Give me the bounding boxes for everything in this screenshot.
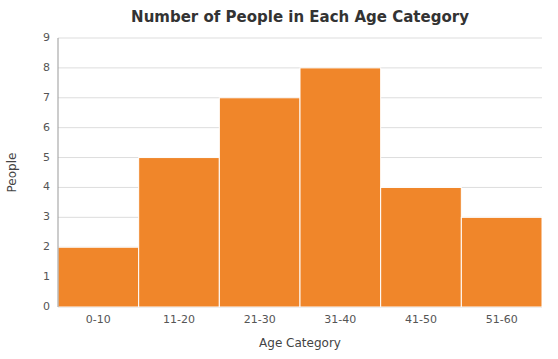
x-ticks: 0-10 11-20 21-30 31-40 41-50 51-60 (86, 313, 518, 326)
y-tick-label: 0 (43, 300, 50, 313)
x-tick-label: 11-20 (163, 313, 195, 326)
grid (58, 38, 542, 307)
y-tick-label: 2 (43, 240, 50, 253)
y-axis-label: People (5, 153, 19, 193)
bars (58, 68, 542, 307)
bar (461, 217, 542, 307)
y-ticks: 0 1 2 3 4 5 6 7 8 9 (43, 31, 50, 313)
y-tick-label: 7 (43, 91, 50, 104)
y-tick-label: 8 (43, 61, 50, 74)
grid-line (58, 38, 542, 39)
title: Number of People in Each Age Category (131, 8, 469, 26)
x-axis-label: Age Category (259, 336, 341, 350)
bar (381, 187, 462, 307)
bar (219, 98, 300, 307)
bar (139, 158, 220, 307)
bar (300, 68, 381, 307)
bar (58, 247, 139, 307)
y-tick-label: 5 (43, 151, 50, 164)
x-tick-label: 51-60 (486, 313, 518, 326)
y-tick-label: 1 (43, 270, 50, 283)
y-tick-label: 3 (43, 210, 50, 223)
x-tick-label: 0-10 (86, 313, 111, 326)
x-tick-label: 41-50 (405, 313, 437, 326)
x-tick-label: 21-30 (244, 313, 276, 326)
y-tick-label: 4 (43, 180, 50, 193)
x-tick-label: 31-40 (324, 313, 356, 326)
chart-svg: 0 1 2 3 4 5 6 7 8 9 0-10 11-20 21-30 31-40 41-50 51-60 N… (0, 0, 558, 359)
chart-container: 0 1 2 3 4 5 6 7 8 9 0-10 11-20 21-30 31-40 41-50 51-60 N… (0, 0, 558, 359)
y-axis-line (58, 38, 59, 307)
y-tick-label: 9 (43, 31, 50, 44)
y-tick-label: 6 (43, 121, 50, 134)
